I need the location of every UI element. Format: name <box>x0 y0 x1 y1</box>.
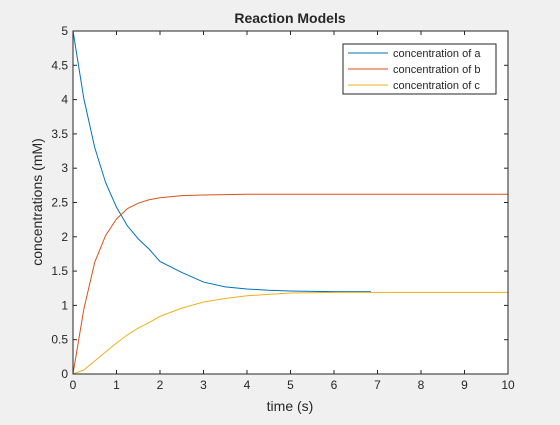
y-tick-label: 3 <box>61 161 68 175</box>
y-tick-label: 2 <box>61 230 68 244</box>
x-axis-label: time (s) <box>267 398 314 414</box>
legend-label-1: concentration of a <box>393 48 481 60</box>
series-layer <box>72 30 508 375</box>
y-tick-label: 1.5 <box>51 264 68 278</box>
x-tick-label: 2 <box>157 378 164 392</box>
axes-layer: 0 1 2 3 4 5 6 7 8 9 10 0 0.5 1 1.5 2 2.5 3 3.5 4 4.5 5 <box>51 24 515 392</box>
x-tick-label: 9 <box>461 378 468 392</box>
y-tick-label: 4.5 <box>51 58 68 72</box>
legend-label-3: concentration of c <box>393 80 480 92</box>
series-line-3 <box>72 291 508 375</box>
x-tick-label: 4 <box>244 378 251 392</box>
x-tick-label: 3 <box>200 378 207 392</box>
y-tick-label: 1 <box>61 298 68 312</box>
y-tick-label: 0.5 <box>51 333 68 347</box>
x-tick-label: 1 <box>113 378 120 392</box>
x-tick-label: 0 <box>70 378 77 392</box>
x-tick-label: 6 <box>331 378 338 392</box>
x-tick-label: 8 <box>418 378 425 392</box>
y-tick-label: 5 <box>61 24 68 38</box>
legend: concentration of a concentration of b conc… <box>342 43 497 95</box>
series-line-2 <box>72 193 508 375</box>
y-tick-label: 0 <box>61 367 68 381</box>
y-axis-label: concentrations (mM) <box>29 138 45 266</box>
y-tick-label: 4 <box>61 93 68 107</box>
y-tick-label: 3.5 <box>51 127 68 141</box>
x-tick-label: 5 <box>287 378 294 392</box>
series-line-1 <box>72 30 371 293</box>
x-tick-label: 10 <box>501 378 515 392</box>
x-tick-label: 7 <box>374 378 381 392</box>
y-tick-label: 2.5 <box>51 196 68 210</box>
chart-title: Reaction Models <box>234 10 345 26</box>
legend-label-2: concentration of b <box>393 64 480 76</box>
